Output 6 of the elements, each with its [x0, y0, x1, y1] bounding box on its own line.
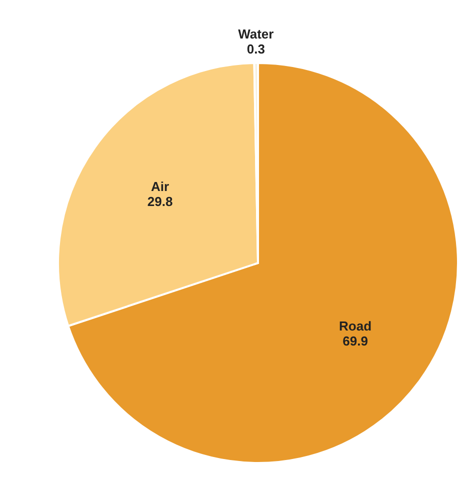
slice-label: Air — [151, 179, 170, 194]
data-label: 69.9 — [342, 334, 368, 349]
slice-label: Water — [238, 26, 274, 42]
data-label: 29.8 — [147, 194, 173, 210]
slice-label: Road — [339, 318, 372, 334]
data-label: 0.3 — [246, 41, 265, 56]
